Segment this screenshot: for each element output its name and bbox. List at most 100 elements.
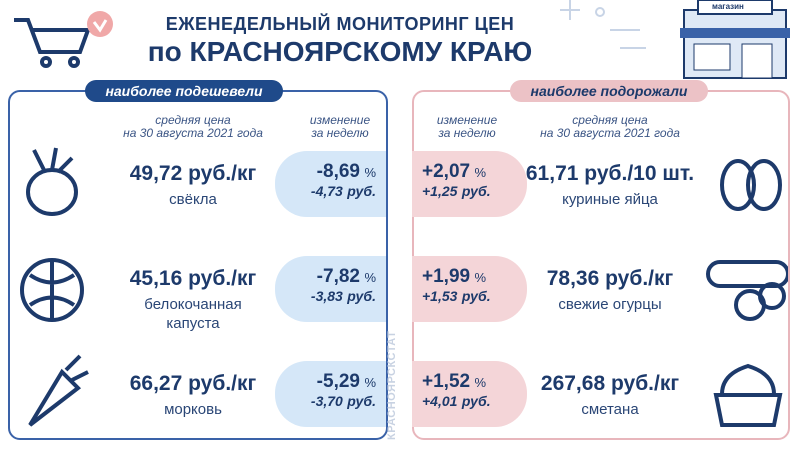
column-header: средняя цена на 30 августа 2021 года [108, 114, 278, 140]
column-header-line: на 30 августа 2021 года [540, 126, 680, 140]
price: 49,72 руб./кг [108, 162, 278, 186]
absolute-unit: руб. [461, 183, 491, 199]
percent-value: +1,99 [422, 266, 471, 287]
percent-value: -7,82 [316, 266, 360, 287]
change-pill: -7,82 % -3,83 руб. [275, 256, 386, 322]
price: 267,68 руб./кг [525, 372, 695, 396]
absolute-change: -3,83 руб. [275, 288, 376, 306]
percent-change: -7,82 % [275, 266, 376, 288]
price-unit: руб./кг [188, 267, 257, 290]
title: ЕЖЕНЕДЕЛЬНЫЙ МОНИТОРИНГ ЦЕН [165, 14, 515, 34]
price-unit: руб./кг [605, 267, 674, 290]
absolute-value: +1,53 [422, 288, 458, 304]
absolute-change: -3,70 руб. [275, 393, 376, 411]
change-pill: +1,99 % +1,53 руб. [412, 256, 527, 322]
cart-icon [14, 18, 91, 68]
percent-unit: % [474, 165, 487, 180]
product-name: морковь [108, 400, 278, 419]
product-name-line: сметана [581, 401, 639, 418]
price: 66,27 руб./кг [108, 372, 278, 396]
change-pill: -8,69 % -4,73 руб. [275, 151, 386, 217]
product-name-line: свежие огурцы [558, 296, 662, 313]
price-value: 49,72 [129, 162, 183, 185]
panel-heading: наиболее подешевели [85, 80, 283, 102]
absolute-unit: руб. [461, 393, 491, 409]
percent-unit: % [364, 165, 376, 180]
percent-unit: % [474, 375, 487, 390]
product-name-line: свёкла [169, 191, 217, 208]
absolute-change: -4,73 руб. [275, 183, 376, 201]
price-unit: руб./кг [188, 162, 257, 185]
product-name: белокочанная капуста [108, 295, 278, 333]
column-header: средняя цена на 30 августа 2021 года [525, 114, 695, 140]
percent-change: +2,07 % [422, 161, 527, 183]
product-name-line: куриные яйца [562, 191, 658, 208]
eggs-icon [720, 159, 782, 211]
change-pill: +2,07 % +1,25 руб. [412, 151, 527, 217]
percent-change: +1,52 % [422, 371, 527, 393]
panel-heading: наиболее подорожали [510, 80, 708, 102]
absolute-value: +4,01 [422, 393, 458, 409]
percent-value: -8,69 [316, 161, 360, 182]
absolute-change: +1,25 руб. [422, 183, 527, 201]
absolute-unit: руб. [461, 288, 491, 304]
absolute-change: +4,01 руб. [422, 393, 527, 411]
shop-sign: магазин [712, 2, 744, 11]
absolute-change: +1,53 руб. [422, 288, 527, 306]
price: 45,16 руб./кг [108, 267, 278, 291]
price-value: 267,68 [540, 372, 606, 395]
price-unit: руб./кг [610, 372, 680, 395]
shop-icon [680, 0, 790, 79]
percent-change: +1,99 % [422, 266, 527, 288]
cabbage-icon [20, 258, 84, 322]
column-header-line: средняя цена [155, 113, 231, 127]
absolute-unit: руб. [347, 183, 376, 199]
column-header-line: на 30 августа 2021 года [123, 126, 263, 140]
product-name-line: белокочанная [144, 296, 242, 313]
price-value: 61,71 [525, 162, 579, 185]
title: по КРАСНОЯРСКОМУ КРАЮ [147, 36, 533, 67]
price-unit: руб./кг [188, 372, 257, 395]
percent-unit: % [364, 270, 376, 285]
percent-value: +1,52 [422, 371, 471, 392]
product-name: куриные яйца [525, 190, 695, 209]
absolute-value: -4,73 [310, 183, 343, 199]
price-value: 45,16 [129, 267, 183, 290]
column-header-line: за неделю [311, 126, 369, 140]
change-pill: -5,29 % -3,70 руб. [275, 361, 386, 427]
absolute-unit: руб. [347, 393, 376, 409]
beet-icon [26, 147, 78, 216]
column-header-line: за неделю [438, 126, 496, 140]
price: 61,71 руб./10 шт. [525, 162, 695, 186]
percent-change: -5,29 % [275, 371, 376, 393]
absolute-value: -3,70 [310, 393, 343, 409]
carrot-icon [28, 354, 89, 427]
product-name-line: морковь [164, 401, 222, 418]
product-name-line: капуста [166, 315, 220, 332]
product-name: свежие огурцы [525, 295, 695, 314]
column-header-line: средняя цена [572, 113, 648, 127]
column-header-line: изменение [309, 113, 371, 127]
change-pill: +1,52 % +4,01 руб. [412, 361, 527, 427]
price-value: 66,27 [129, 372, 183, 395]
absolute-value: +1,25 [422, 183, 458, 199]
percent-value: -5,29 [316, 371, 360, 392]
price-value: 78,36 [546, 267, 600, 290]
product-name: сметана [525, 400, 695, 419]
sourcream-icon [713, 363, 783, 427]
price-unit: руб./10 шт. [584, 162, 695, 185]
percent-value: +2,07 [422, 161, 471, 182]
percent-change: -8,69 % [275, 161, 376, 183]
percent-unit: % [364, 375, 376, 390]
check-badge [87, 11, 113, 37]
absolute-unit: руб. [347, 288, 376, 304]
absolute-value: -3,83 [310, 288, 343, 304]
percent-unit: % [474, 270, 487, 285]
column-header-line: изменение [436, 113, 498, 127]
column-header: изменение за неделю [412, 114, 522, 140]
source-label: КРАСНОЯРСКСТАТ [386, 330, 398, 440]
product-name: свёкла [108, 190, 278, 209]
column-header: изменение за неделю [285, 114, 395, 140]
